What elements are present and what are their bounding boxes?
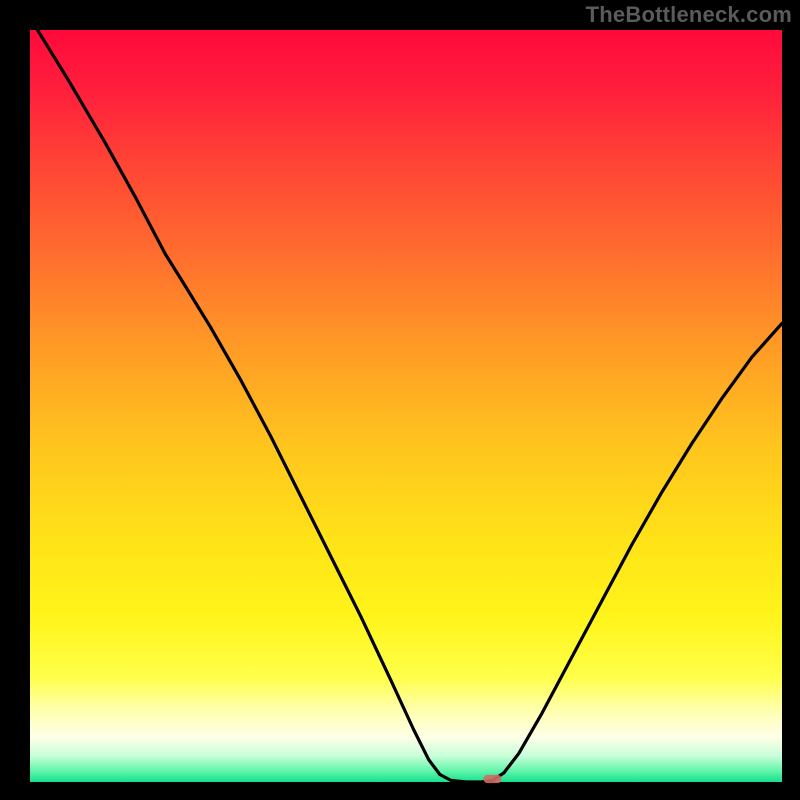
plot-background-gradient [30, 30, 782, 782]
chart-frame: TheBottleneck.com [0, 0, 800, 800]
minimum-marker [483, 775, 501, 783]
plot-svg [0, 0, 800, 800]
watermark-text: TheBottleneck.com [586, 2, 792, 28]
